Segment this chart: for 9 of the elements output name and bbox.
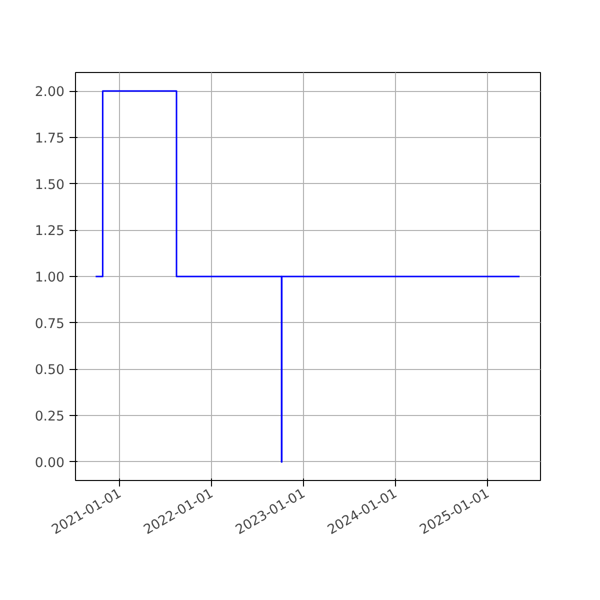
y-tick-label: 1.50 <box>34 178 65 193</box>
y-tick-label: 1.00 <box>34 270 65 286</box>
y-tick-label: 0.25 <box>34 410 65 425</box>
y-tick-label: 0.00 <box>34 456 65 471</box>
y-tick-label: 0.75 <box>34 316 65 332</box>
y-tick-label: 2.00 <box>34 85 65 100</box>
y-tick-label: 1.75 <box>34 131 65 146</box>
y-tick-label: 0.50 <box>34 363 65 378</box>
y-tick-label: 1.25 <box>34 224 65 240</box>
